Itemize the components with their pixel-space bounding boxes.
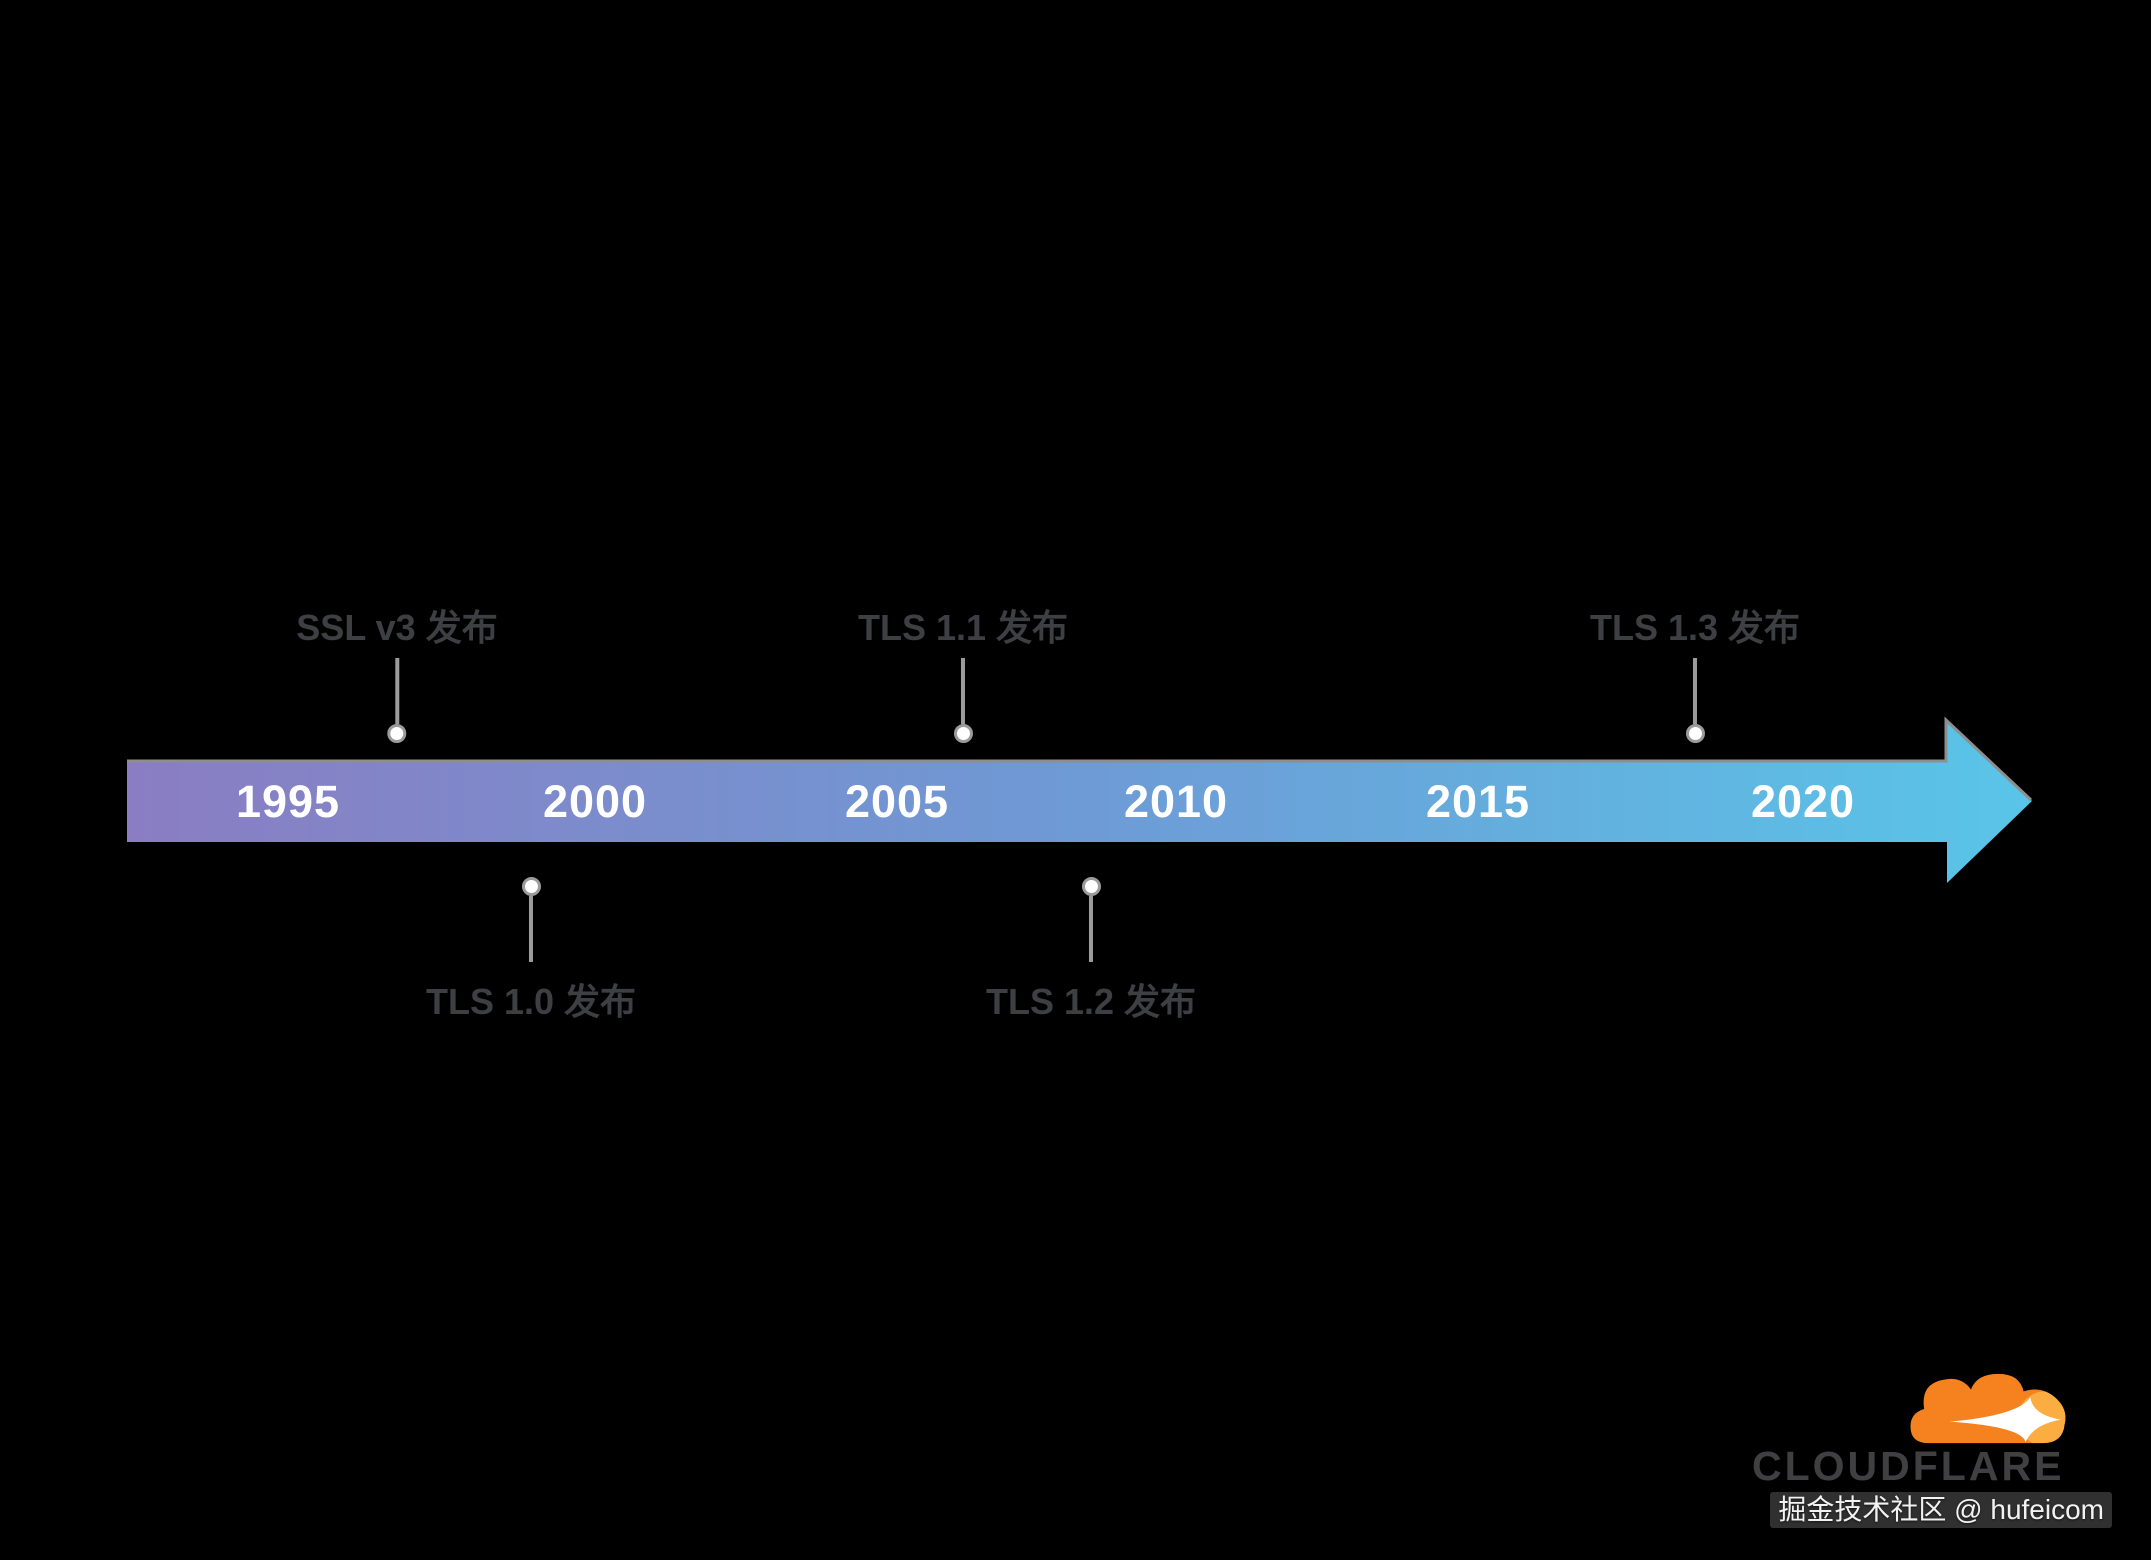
year-label-2015: 2015 (1425, 776, 1531, 827)
cloud-sparkle (1949, 1397, 2061, 1443)
marker-dot (387, 724, 407, 743)
connector-stem (528, 896, 533, 962)
event-tls-1-0: TLS 1.0 发布 (426, 877, 636, 1024)
cloudflare-wordmark: CLOUDFLARE (1752, 1443, 2065, 1489)
event-label: TLS 1.2 发布 (985, 981, 1197, 1022)
year-label-1995: 1995 (235, 776, 341, 827)
connector-stem (960, 658, 965, 724)
event-tls-1-1: TLS 1.1 发布 (858, 606, 1068, 743)
marker-dot (953, 724, 973, 743)
event-tls-1-3: TLS 1.3 发布 (1590, 606, 1800, 743)
arrow-body (127, 720, 2032, 883)
year-label-2020: 2020 (1750, 776, 1856, 827)
connector-stem (394, 658, 399, 724)
event-tls-1-2: TLS 1.2 发布 (986, 877, 1196, 1024)
cloudflare-cloud-icon (1910, 1373, 2066, 1444)
year-label-2000: 2000 (542, 776, 648, 827)
event-ssl-v3: SSL v3 发布 (296, 606, 498, 743)
marker-dot (521, 877, 541, 896)
year-label-2005: 2005 (844, 776, 950, 827)
watermark: 掘金技术社区 @ hufeicom (1770, 1492, 2112, 1528)
year-label-2010: 2010 (1123, 776, 1229, 827)
event-label: TLS 1.0 发布 (425, 981, 637, 1022)
event-label: TLS 1.1 发布 (857, 607, 1069, 648)
arrow-top-edge (127, 716, 2033, 802)
connector-stem (1088, 896, 1093, 962)
connector-stem (1692, 658, 1697, 724)
event-label: TLS 1.3 发布 (1589, 607, 1801, 648)
marker-dot (1685, 724, 1705, 743)
marker-dot (1081, 877, 1101, 896)
event-label: SSL v3 发布 (296, 607, 498, 648)
